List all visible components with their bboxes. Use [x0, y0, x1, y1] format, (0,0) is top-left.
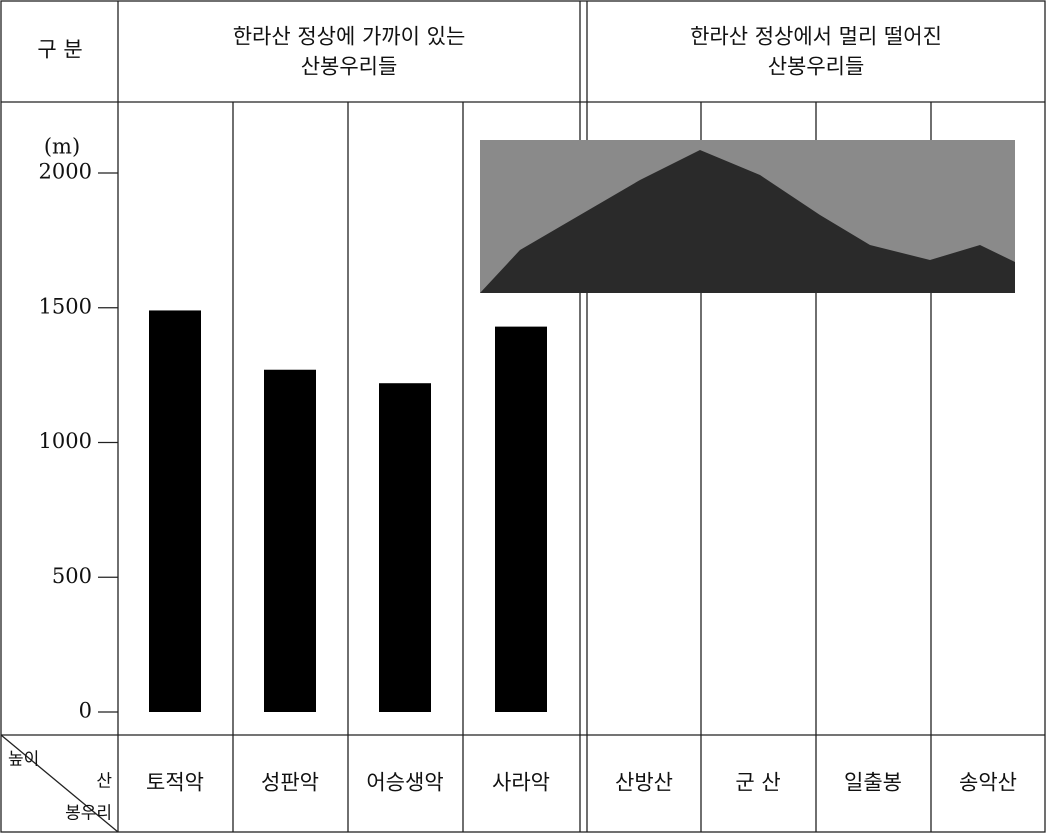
corner-label: 산	[96, 772, 112, 792]
group-header: 한라산 정상에서 멀리 떨어진	[690, 25, 942, 49]
y-tick-label: 0	[79, 699, 92, 723]
x-tick-label: 성판악	[261, 771, 319, 795]
group-header: 산봉우리들	[768, 55, 865, 79]
group-header: 한라산 정상에 가까이 있는	[233, 25, 466, 49]
y-tick-label: 500	[52, 564, 92, 588]
x-tick-label: 산방산	[615, 771, 673, 795]
y-tick-label: 1500	[39, 294, 92, 318]
x-tick-label: 군 산	[735, 771, 780, 795]
corner-label: 봉우리	[65, 804, 112, 824]
group-header: 산봉우리들	[301, 55, 398, 79]
bar	[264, 369, 316, 712]
y-tick-label: 2000	[39, 160, 92, 184]
corner-header: 구 분	[37, 38, 82, 62]
bar	[149, 310, 201, 712]
bar	[495, 326, 547, 712]
corner-label: 높이	[8, 750, 39, 770]
x-tick-label: 일출봉	[844, 771, 902, 795]
y-tick-label: 1000	[39, 429, 92, 453]
x-tick-label: 토적악	[146, 771, 204, 795]
x-tick-label: 사라악	[492, 771, 550, 795]
x-tick-label: 어승생악	[366, 771, 443, 795]
bar	[379, 383, 431, 712]
mountain-photo	[480, 140, 1015, 293]
x-tick-label: 송악산	[959, 771, 1017, 795]
y-axis-label: (m)	[44, 135, 80, 159]
